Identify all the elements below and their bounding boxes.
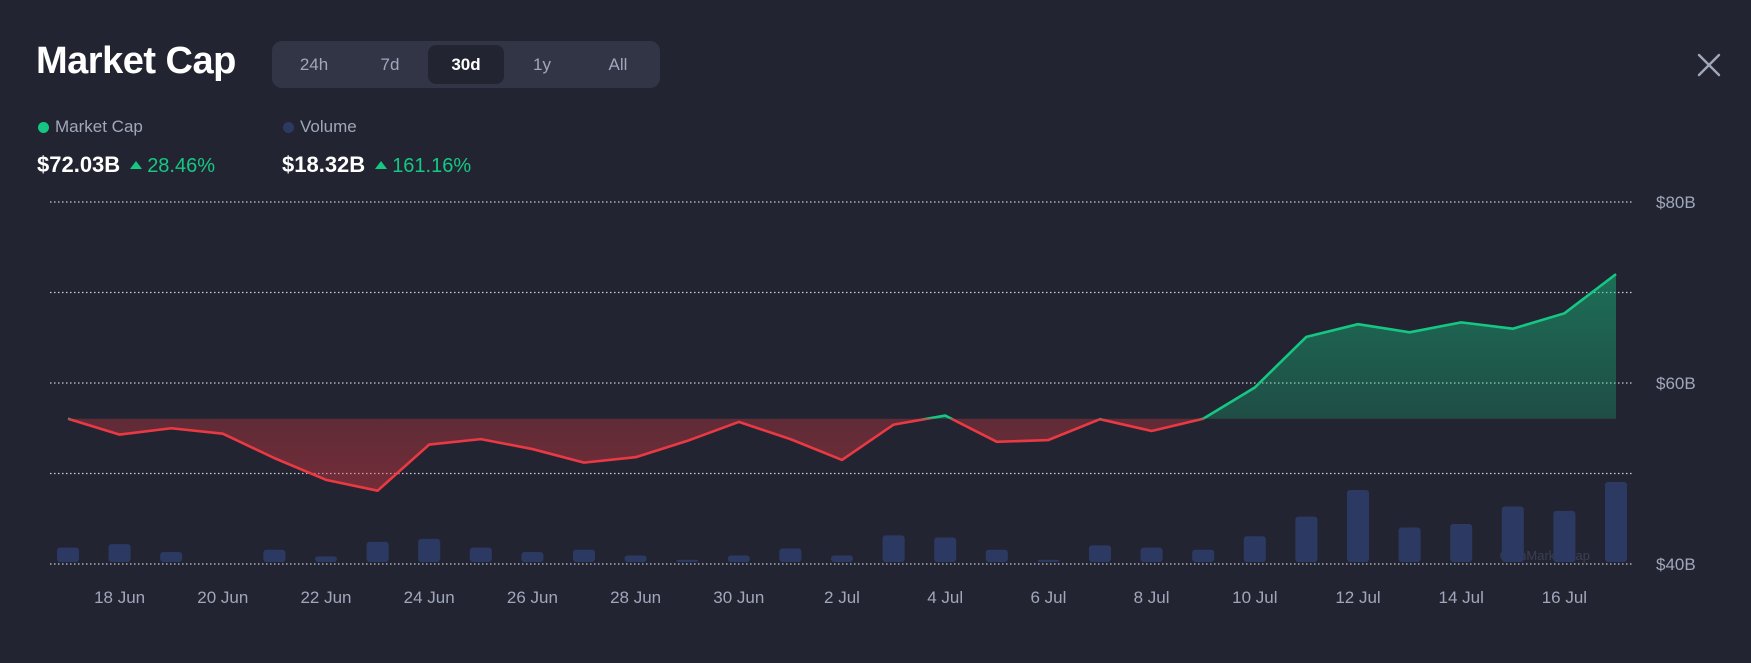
volume-bar: [934, 537, 957, 562]
tab-all[interactable]: All: [608, 55, 628, 74]
x-tick-label: 22 Jun: [300, 588, 351, 607]
market-cap-line-down: [67, 418, 1206, 492]
volume-bar: [160, 551, 183, 562]
volume-bar: [1192, 549, 1215, 562]
x-tick-label: 12 Jul: [1335, 588, 1380, 607]
volume-bar: [315, 556, 337, 562]
x-tick-label: 28 Jun: [610, 588, 661, 607]
close-icon[interactable]: [1694, 50, 1724, 80]
volume-bar: [985, 549, 1008, 562]
y-tick-label: $60B: [1656, 374, 1696, 393]
volume-bar: [1553, 510, 1576, 562]
legend-label: Volume: [300, 117, 357, 136]
volume-value: $18.32B 161.16%: [282, 152, 471, 178]
x-tick-label: 14 Jul: [1439, 588, 1484, 607]
tab-1y[interactable]: 1y: [533, 55, 551, 74]
y-tick-label: $40B: [1656, 555, 1696, 574]
volume-dot-icon: [283, 121, 294, 133]
x-tick-label: 10 Jul: [1232, 588, 1277, 607]
y-tick-label: $80B: [1656, 193, 1696, 212]
legend-label: Market Cap: [55, 117, 143, 136]
volume-bar: [573, 549, 595, 562]
volume-bar: [1347, 489, 1369, 562]
tab-24h[interactable]: 24h: [299, 55, 329, 74]
volume-bar: [366, 541, 389, 562]
volume-bar: [1089, 545, 1111, 562]
legend-volume: Volume: [283, 117, 357, 137]
x-tick-label: 8 Jul: [1134, 588, 1170, 607]
volume-bar: [676, 559, 699, 562]
volume-bar: [469, 547, 492, 562]
x-tick-label: 18 Jun: [94, 588, 145, 607]
volume-bar: [108, 544, 131, 562]
up-triangle-icon: [130, 161, 143, 169]
market-cap-line-up: [68, 273, 1617, 419]
volume-bar: [882, 535, 905, 562]
volume-bar: [779, 548, 802, 562]
legend-market-cap: Market Cap: [38, 117, 143, 137]
volume-bar: [1450, 524, 1473, 562]
x-tick-label: 16 Jul: [1542, 588, 1587, 607]
volume-bar: [727, 555, 750, 562]
volume-amount: $18.32B: [282, 152, 366, 177]
volume-bar: [1605, 482, 1627, 562]
x-tick-label: 26 Jun: [507, 588, 558, 607]
x-tick-label: 4 Jul: [927, 588, 963, 607]
market-cap-amount: $72.03B: [37, 152, 121, 177]
volume-bar: [263, 549, 286, 562]
volume-bar: [624, 555, 647, 562]
x-tick-label: 6 Jul: [1030, 588, 1066, 607]
time-range-tabs: 24h 7d 30d 1y All: [272, 41, 660, 88]
market-cap-dot-icon: [38, 121, 49, 133]
volume-bar: [418, 538, 441, 562]
volume-change: 161.16%: [392, 155, 472, 177]
volume-bar: [1295, 516, 1318, 562]
volume-bar: [1243, 536, 1266, 562]
area-fill-up: [68, 274, 1616, 419]
x-tick-label: 20 Jun: [197, 588, 248, 607]
market-cap-change: 28.46%: [147, 155, 216, 177]
volume-bar: [57, 547, 79, 562]
volume-bar: [1140, 547, 1163, 562]
volume-bar: [521, 551, 544, 562]
volume-bar: [831, 555, 853, 562]
up-triangle-icon: [375, 161, 388, 169]
page-title: Market Cap: [36, 40, 236, 82]
volume-bar: [1037, 559, 1060, 562]
x-tick-label: 24 Jun: [404, 588, 455, 607]
area-fill-down: [68, 418, 1204, 491]
x-tick-label: 2 Jul: [824, 588, 860, 607]
tab-30d[interactable]: 30d: [428, 45, 504, 84]
volume-bar: [1398, 527, 1421, 562]
volume-bar: [1501, 506, 1524, 562]
tab-7d[interactable]: 7d: [380, 55, 400, 74]
x-tick-label: 30 Jun: [713, 588, 764, 607]
market-cap-value: $72.03B 28.46%: [37, 152, 215, 178]
